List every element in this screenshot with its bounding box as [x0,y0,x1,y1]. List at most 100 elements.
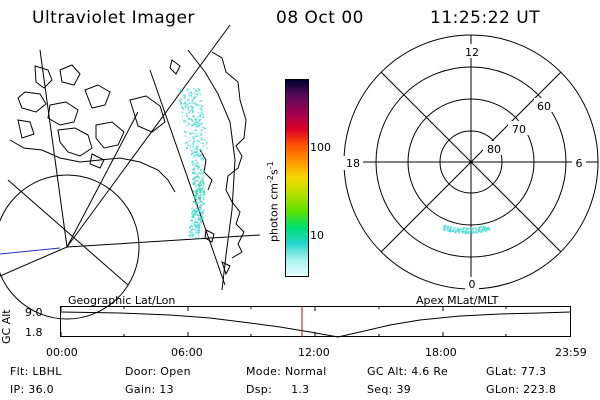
aurora-pixel [193,213,195,215]
aurora-pixel [197,91,200,93]
polar-aurora-pixel [480,231,482,233]
aurora-pixel [181,107,184,109]
aurora-pixel [191,109,193,111]
polar-aurora-pixel [467,232,470,235]
aurora-pixel [201,172,204,174]
aurora-pixel [182,108,185,110]
aurora-pixel [193,132,195,135]
aurora-pixel [196,161,198,164]
aurora-pixel [193,109,195,112]
aurora-pixel [197,215,200,217]
aurora-pixel [196,126,198,128]
aurora-pixel [191,234,194,236]
aurora-pixel [180,98,182,100]
aurora-pixel [199,204,202,207]
aurora-pixel [181,118,184,120]
aurora-pixel [183,103,185,105]
aurora-pixel [196,208,199,210]
polar-aurora-pixel [476,226,478,229]
polar-aurora-pixel [458,232,461,234]
polar-panel-label: Apex MLat/MLT [416,294,499,307]
polar-aurora-pixel [443,226,446,228]
aurora-pixel [196,154,199,156]
aurora-pixel [191,214,193,216]
aurora-pixel [199,185,201,188]
polar-aurora-pixel [483,229,486,232]
aurora-pixel [201,215,204,217]
aurora-pixel [198,140,200,143]
aurora-pixel [197,236,200,238]
mlt-label-12: 12 [465,46,479,59]
aurora-pixel [192,98,195,100]
aurora-pixel [198,226,201,228]
polar-aurora-pixel [453,229,455,231]
aurora-pixel [184,94,186,97]
aurora-pixel [198,225,201,227]
aurora-pixel [191,100,193,102]
aurora-pixel [196,232,198,234]
aurora-pixel [196,210,199,212]
polar-aurora-pixel [468,227,470,230]
aurora-pixel [190,91,192,94]
aurora-pixel [202,126,204,129]
aurora-pixel [202,185,205,187]
aurora-emission [177,88,209,240]
mlt-label-18: 18 [346,157,360,170]
aurora-pixel [195,203,197,205]
aurora-pixel [187,105,189,108]
aurora-pixel [194,177,196,179]
polar-aurora-pixel [448,226,450,229]
colorbar [285,79,309,277]
aurora-pixel [195,129,197,132]
polar-aurora-pixel [452,230,454,232]
polar-aurora-pixel [474,231,477,233]
aurora-pixel [189,231,191,233]
date-label: 08 Oct 00 [276,8,364,28]
aurora-pixel [195,196,197,198]
aurora-pixel [194,173,197,175]
polar-aurora-pixel [447,226,449,229]
aurora-pixel [193,221,196,224]
polar-aurora-pixel [458,228,461,230]
aurora-pixel [196,123,198,126]
polar-aurora-pixel [462,227,464,230]
aurora-pixel [197,197,200,199]
info-ip: IP: 36.0 [10,383,54,396]
aurora-pixel [191,168,194,171]
aurora-pixel [193,105,196,108]
polar-aurora-pixel [466,232,469,234]
aurora-pixel [206,141,208,144]
polar-aurora-pixel [475,229,478,232]
polar-aurora-pixel [472,231,475,233]
aurora-pixel [183,120,185,122]
polar-aurora-pixel [478,226,480,229]
aurora-pixel [177,88,179,91]
aurora-pixel [199,182,202,184]
aurora-pixel [190,224,193,227]
polar-aurora-pixel [488,228,491,231]
aurora-pixel [202,192,205,194]
map-grid [0,24,261,320]
aurora-pixel [191,102,193,105]
aurora-pixel [203,127,206,129]
aurora-pixel [204,128,207,130]
aurora-pixel [205,131,208,134]
polar-aurora-pixel [452,226,454,229]
aurora-pixel [200,212,202,214]
polar-aurora-pixel [444,226,446,229]
aurora-pixel [200,129,203,132]
polar-aurora-pixel [449,229,452,231]
polar-aurora-pixel [465,231,467,234]
polar-aurora-pixel [482,226,484,229]
polar-aurora-pixel [482,228,484,231]
aurora-pixel [199,198,201,200]
aurora-pixel [191,143,194,145]
aurora-pixel [192,183,194,185]
aurora-pixel [194,119,197,121]
aurora-pixel [184,142,187,145]
aurora-pixel [193,171,196,174]
aurora-pixel [202,209,205,211]
aurora-pixel [196,148,198,150]
info-glat: GLat: 77.3 [486,365,547,378]
aurora-pixel [198,218,200,221]
